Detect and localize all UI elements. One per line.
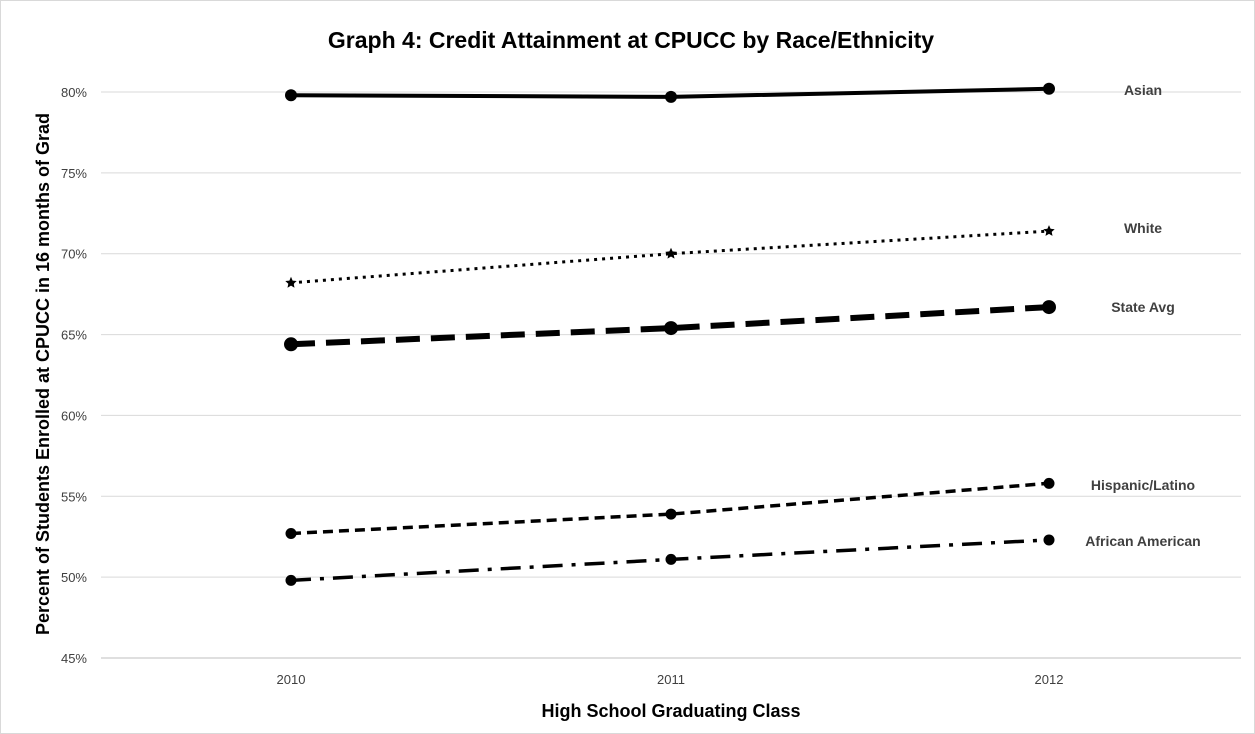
point-asian-2010 bbox=[285, 89, 297, 102]
point-african-american-2011 bbox=[665, 553, 677, 565]
y-axis-title: Percent of Students Enrolled at CPUCC in… bbox=[33, 113, 53, 635]
point-hispanic-latino-2011 bbox=[665, 508, 677, 520]
series-label-asian: Asian bbox=[1124, 82, 1162, 98]
series-label-state-avg: State Avg bbox=[1111, 299, 1175, 315]
chart-title: Graph 4: Credit Attainment at CPUCC by R… bbox=[328, 27, 934, 53]
point-african-american-2010 bbox=[285, 574, 297, 586]
point-white-2011 bbox=[665, 247, 677, 259]
y-tick-label: 50% bbox=[61, 570, 87, 585]
series-label-african-american: African American bbox=[1085, 533, 1200, 549]
series-markers bbox=[284, 82, 1056, 586]
y-axis-ticks: 45% 50% 55% 60% 65% 70% 75% 80% bbox=[61, 85, 87, 666]
point-white-2012 bbox=[1043, 225, 1055, 236]
x-tick-label: 2011 bbox=[657, 672, 685, 687]
y-tick-label: 65% bbox=[61, 328, 87, 343]
series-line-state-avg bbox=[290, 304, 1050, 348]
y-tick-label: 80% bbox=[61, 85, 87, 100]
y-tick-label: 45% bbox=[61, 651, 87, 666]
y-tick-label: 55% bbox=[61, 489, 87, 504]
point-hispanic-latino-2012 bbox=[1043, 477, 1055, 489]
point-african-american-2012 bbox=[1043, 534, 1055, 546]
point-state-avg-2011 bbox=[664, 321, 678, 336]
x-axis-ticks: 2010 2011 2012 bbox=[277, 672, 1064, 687]
point-state-avg-2012 bbox=[1042, 300, 1056, 315]
series-line-white bbox=[290, 229, 1050, 285]
point-asian-2011 bbox=[665, 90, 677, 103]
point-hispanic-latino-2010 bbox=[285, 527, 297, 539]
series-label-white: White bbox=[1124, 220, 1162, 236]
series-labels: Asian White State Avg Hispanic/Latino Africa… bbox=[1085, 82, 1200, 549]
point-asian-2012 bbox=[1043, 82, 1055, 95]
y-tick-label: 75% bbox=[61, 166, 87, 181]
y-tick-label: 70% bbox=[61, 247, 87, 262]
point-white-2010 bbox=[285, 276, 297, 288]
x-axis-title: High School Graduating Class bbox=[541, 701, 800, 721]
x-tick-label: 2012 bbox=[1035, 672, 1064, 687]
x-tick-label: 2010 bbox=[277, 672, 306, 687]
series-line-hispanic-latino bbox=[290, 481, 1050, 536]
point-state-avg-2010 bbox=[284, 337, 298, 352]
series-label-hispanic-latino: Hispanic/Latino bbox=[1091, 477, 1195, 493]
y-tick-label: 60% bbox=[61, 408, 87, 423]
gridlines bbox=[101, 91, 1241, 659]
